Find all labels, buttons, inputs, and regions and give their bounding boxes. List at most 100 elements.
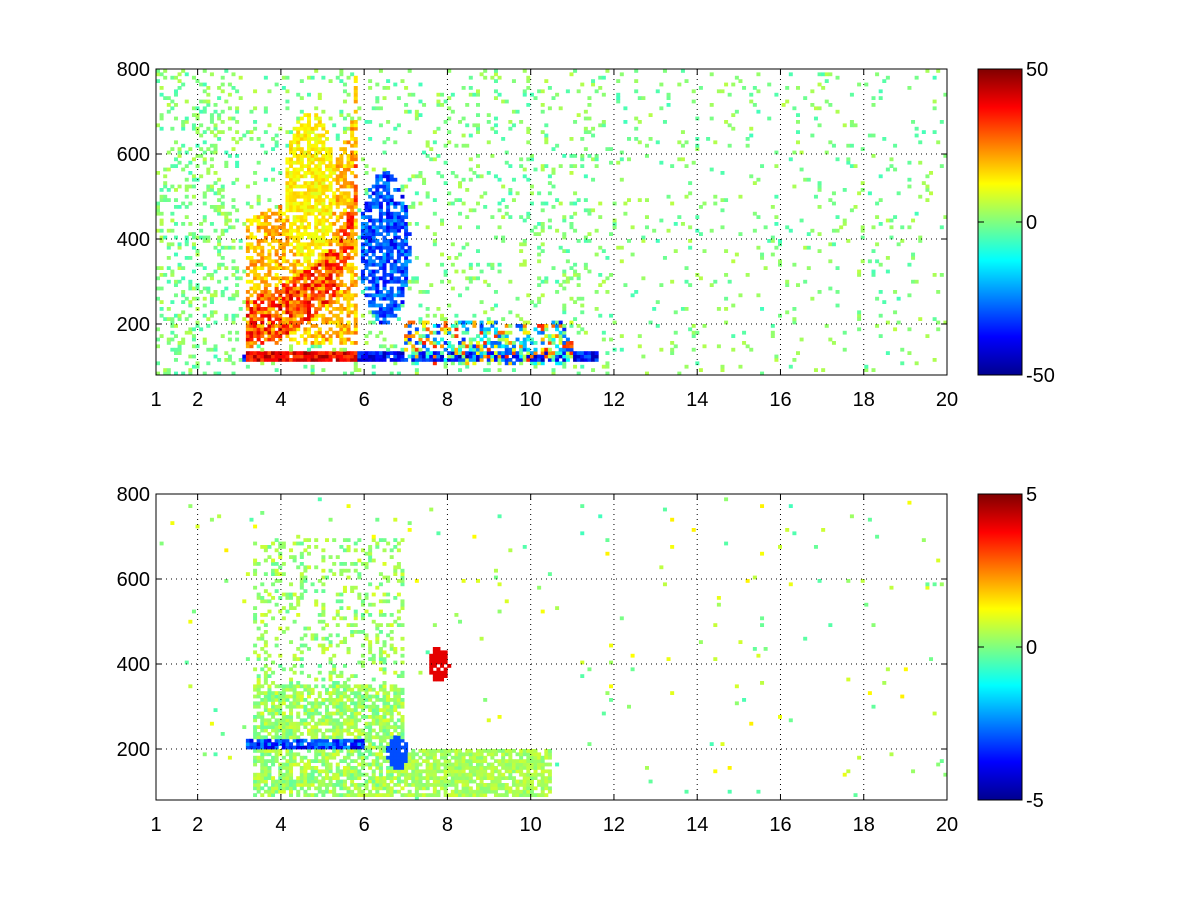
heatmap-cell <box>191 235 196 240</box>
heatmap-cell <box>202 157 207 162</box>
heatmap-cell <box>324 184 329 189</box>
heatmap-cell <box>540 103 545 107</box>
heatmap-cell <box>271 562 276 566</box>
heatmap-cell <box>752 103 757 107</box>
heatmap-cell <box>425 334 430 338</box>
heatmap-cell <box>386 171 391 175</box>
heatmap-cell <box>378 296 383 301</box>
heatmap-cell <box>436 103 441 107</box>
heatmap-cell <box>213 208 218 213</box>
heatmap-cell <box>889 218 894 223</box>
heatmap-cell <box>213 126 218 131</box>
heatmap-cell <box>565 341 570 345</box>
heatmap-cell <box>461 116 466 121</box>
heatmap-cell <box>281 225 286 230</box>
heatmap-cell <box>346 157 351 162</box>
heatmap-cell <box>303 633 308 638</box>
heatmap-cell <box>688 181 693 185</box>
heatmap-cell <box>368 613 373 617</box>
heatmap-cell <box>274 548 279 553</box>
heatmap-cell <box>612 201 617 206</box>
heatmap-cell <box>490 358 495 362</box>
heatmap-cell <box>396 201 401 206</box>
heatmap-cell <box>332 300 337 304</box>
heatmap-cell <box>281 330 286 335</box>
heatmap-cell <box>609 160 614 165</box>
heatmap-cell <box>263 211 268 216</box>
heatmap-cell <box>245 657 250 661</box>
heatmap-cell <box>353 123 358 128</box>
heatmap-cell <box>360 232 365 236</box>
heatmap-cell <box>328 279 333 284</box>
heatmap-cell <box>217 205 222 209</box>
heatmap-cell <box>321 252 326 257</box>
heatmap-cell <box>328 643 333 648</box>
heatmap-cell <box>368 749 373 753</box>
heatmap-cell <box>792 150 797 155</box>
heatmap-cell <box>400 266 405 270</box>
heatmap-cell <box>231 259 236 264</box>
heatmap-cell <box>299 164 304 168</box>
heatmap-cell <box>346 235 351 240</box>
heatmap-cell <box>375 232 380 236</box>
heatmap-cell <box>339 201 344 206</box>
heatmap-cell <box>324 283 329 287</box>
heatmap-cell <box>314 174 319 179</box>
heatmap-cell <box>314 198 319 202</box>
heatmap-cell <box>267 708 272 712</box>
heatmap-cell <box>425 290 430 294</box>
heatmap-cell <box>400 303 405 308</box>
heatmap-cell <box>368 201 373 206</box>
heatmap-cell <box>364 786 369 791</box>
heatmap-cell <box>253 704 258 709</box>
heatmap-cell <box>472 276 477 281</box>
heatmap-cell <box>231 198 236 202</box>
heatmap-cell <box>335 742 340 746</box>
heatmap-cell <box>375 303 380 308</box>
heatmap-cell <box>360 759 365 763</box>
heatmap-cell <box>443 160 448 165</box>
heatmap-cell <box>382 96 387 100</box>
heatmap-cell <box>375 174 380 179</box>
heatmap-cell <box>472 337 477 342</box>
heatmap-cell <box>562 347 567 352</box>
heatmap-cell <box>580 358 585 362</box>
heatmap-cell <box>364 266 369 270</box>
heatmap-cell <box>324 130 329 134</box>
heatmap-cell <box>677 140 682 145</box>
heatmap-cell <box>396 266 401 270</box>
heatmap-cell <box>271 704 276 709</box>
heatmap-cell <box>188 222 193 226</box>
heatmap-cell <box>314 358 319 362</box>
heatmap-cell <box>573 69 578 73</box>
heatmap-cell <box>307 786 312 791</box>
heatmap-cell <box>281 242 286 247</box>
heatmap-cell <box>307 137 312 141</box>
heatmap-cell <box>411 174 416 179</box>
heatmap-cell <box>274 572 279 576</box>
heatmap-cell <box>824 324 829 328</box>
heatmap-cell <box>296 358 301 362</box>
heatmap-cell <box>328 208 333 213</box>
heatmap-cell <box>310 358 315 362</box>
heatmap-cell <box>314 245 319 250</box>
heatmap-cell <box>253 310 258 315</box>
heatmap-cell <box>317 664 322 668</box>
heatmap-cell <box>400 262 405 267</box>
heatmap-cell <box>364 201 369 206</box>
heatmap-cell <box>321 762 326 767</box>
heatmap-cell <box>328 225 333 230</box>
heatmap-cell <box>281 721 286 726</box>
heatmap-cell <box>271 266 276 270</box>
heatmap-cell <box>321 177 326 182</box>
heatmap-cell <box>249 279 254 284</box>
heatmap-cell <box>364 551 369 556</box>
heatmap-cell <box>335 772 340 777</box>
heatmap-cell <box>573 354 578 359</box>
heatmap-cell <box>278 609 283 614</box>
heatmap-cell <box>188 327 193 332</box>
heatmap-cell <box>353 769 358 774</box>
heatmap-cell <box>314 341 319 345</box>
heatmap-cell <box>641 354 646 359</box>
heatmap-cell <box>278 242 283 247</box>
